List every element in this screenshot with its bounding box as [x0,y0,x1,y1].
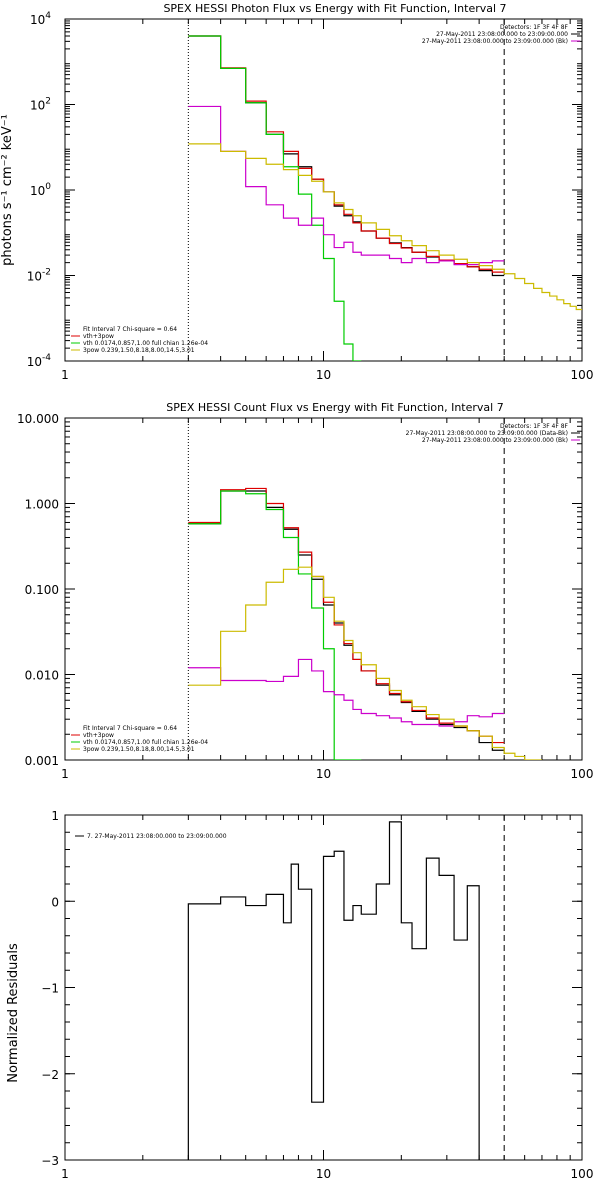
photon-series-0 [188,35,505,277]
count-y-tick-label: 1.000 [25,498,59,512]
count-flux-chart: SPEX HESSI Count Flux vs Energy with Fit… [17,401,593,781]
photon-flux-chart: SPEX HESSI Photon Flux vs Energy with Fi… [0,2,593,382]
photon-legend-entry: 27-May-2011 23:08:00.000 to 23:09:00.000 [436,31,568,38]
count-x-tick-label: 100 [571,767,594,781]
count-y-tick-label: 10.000 [17,412,59,426]
photon-legend-entry: vth 0.0174,0.857,1.00 full chian 1.26e-0… [83,340,208,347]
photon-series-4 [188,143,582,311]
photon-y-tick-label: 104 [30,11,51,27]
count-series-2 [188,490,362,760]
photon-series-3 [188,105,505,266]
count-legend-entry: Detectors: 1F 3F 4F 8F [500,423,569,430]
residuals-y-label: Normalized Residuals [6,943,21,1083]
photon-legend-entry: Fit Interval 7 Chi-square = 0.64 [83,326,177,333]
count-y-tick-label: 0.100 [25,583,59,597]
residual-x-tick-label: 100 [571,1167,594,1181]
residual-series-0 [187,821,480,1160]
residuals-chart: Normalized Residuals 1 10 100 −3 −2 −1 0 1 7. 27… [6,809,593,1181]
residual-y-tick-label: −2 [41,1068,59,1082]
photon-legend-entry: 27-May-2011 23:08:00.000 to 23:09:00.000… [422,38,568,45]
count-x-tick-label: 1 [61,767,69,781]
count-legend-entry: 27-May-2011 23:08:00.000 to 23:09:00.000… [406,430,568,437]
count-flux-title: SPEX HESSI Count Flux vs Energy with Fit… [166,401,503,414]
count-legend-entry: Fit Interval 7 Chi-square = 0.64 [83,725,177,732]
photon-series-1 [188,35,505,273]
residual-x-tick-label: 10 [316,1167,331,1181]
residual-y-tick-label: 1 [51,809,59,823]
photon-legend-entry: 3pow 0.239,1.50,8.18,8.00,14.5,3.01 [83,347,195,354]
count-legend-entry: vth 0.0174,0.857,1.00 full chian 1.26e-0… [83,739,208,746]
count-x-tick-label: 10 [316,767,331,781]
count-series-0 [188,490,505,751]
photon-y-tick-label: 10-2 [27,268,51,284]
photon-x-tick-label: 10 [316,368,331,382]
count-legend-entry: 27-May-2011 23:08:00.000 to 23:09:00.000… [422,437,568,444]
photon-legend-entry: vth+3pow [83,333,114,340]
residual-x-tick-label: 1 [61,1167,69,1181]
residual-y-tick-label: 0 [51,895,59,909]
count-y-tick-label: 0.001 [25,754,59,768]
photon-y-tick-label: 10-4 [27,353,52,369]
residual-y-tick-label: −3 [41,1154,59,1168]
photon-y-tick-label: 100 [30,182,51,198]
count-legend-entry: 3pow 0.239,1.50,8.18,8.00,14.5,3.01 [83,746,195,753]
photon-series-2 [188,35,362,361]
count-series-4 [188,566,542,760]
count-series-1 [188,487,505,744]
photon-legend-entry: Detectors: 1F 3F 4F 8F [500,24,569,31]
count-legend-entry: vth+3pow [83,732,114,739]
photon-flux-y-label: photons s⁻¹ cm⁻² keV⁻¹ [0,114,15,266]
photon-flux-title: SPEX HESSI Photon Flux vs Energy with Fi… [163,2,506,15]
count-y-tick-label: 0.010 [25,669,59,683]
photon-x-tick-label: 1 [61,368,69,382]
photon-x-tick-label: 100 [571,368,594,382]
photon-y-tick-label: 102 [30,97,51,113]
residual-y-tick-label: −1 [41,982,59,996]
count-series-3 [188,658,505,727]
residual-legend-entry: 7. 27-May-2011 23:08:00.000 to 23:09:00.… [87,833,227,840]
